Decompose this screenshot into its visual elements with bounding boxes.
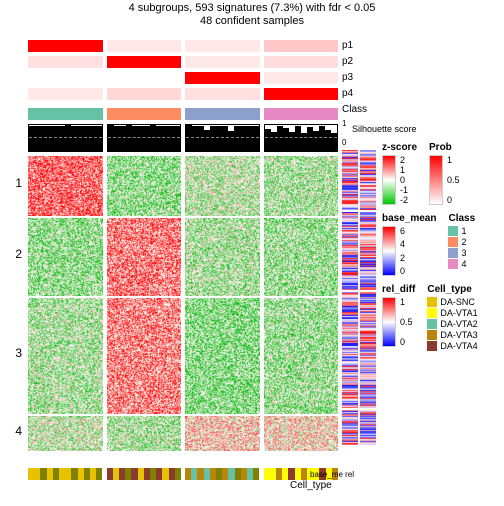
side-col-labels: base_me rel (310, 470, 354, 479)
main-plot (28, 40, 338, 480)
title: 4 subgroups, 593 signatures (7.3%) with … (0, 2, 504, 14)
p-labels: p1p2p3p4 (342, 40, 353, 104)
heatmap-area (28, 156, 338, 464)
class-row (28, 108, 338, 120)
legend-area: z-score210-1-2Prob10.50base_mean6420Clas… (382, 142, 500, 359)
silhouette-row (28, 124, 338, 152)
sil-ticks: 1 0 (342, 119, 346, 147)
sil-label: Silhouette score (352, 124, 417, 134)
side-annotations (342, 150, 376, 465)
class-label: Class (342, 104, 367, 115)
p-annotation-matrix (28, 40, 338, 104)
cell-type-label: Cell_type (290, 480, 332, 491)
row-labels: 1234 (2, 40, 26, 480)
cell-type-row (28, 468, 338, 480)
subtitle: 48 confident samples (0, 15, 504, 27)
